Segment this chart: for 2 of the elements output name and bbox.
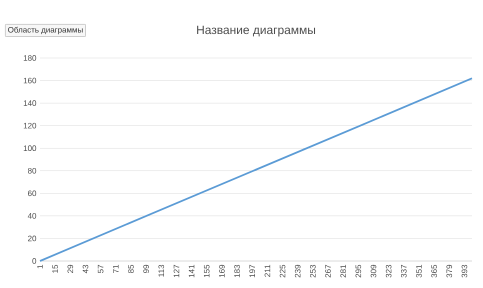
line-series	[39, 77, 473, 262]
chart-title: Название диаграммы	[197, 26, 316, 37]
